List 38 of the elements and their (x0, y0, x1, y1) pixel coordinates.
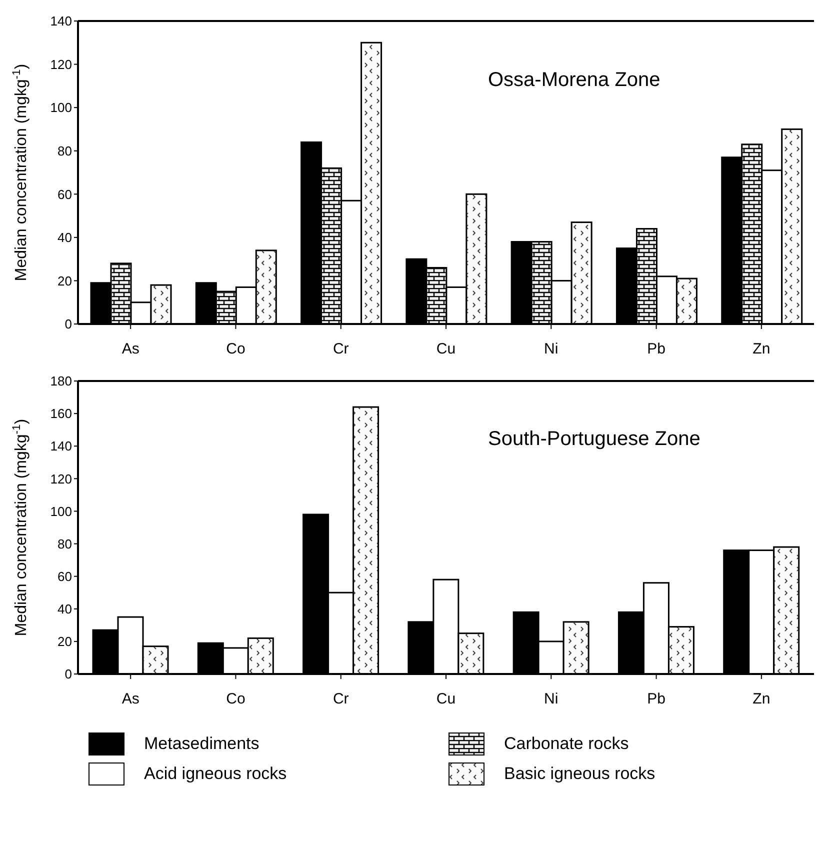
y-tick-label: 80 (58, 536, 72, 552)
y-tick-label: 0 (64, 316, 72, 332)
x-tick-label: Pb (647, 690, 666, 708)
y-tick-label: 20 (58, 634, 72, 650)
y-tick-label: 20 (58, 273, 72, 288)
x-tick-label: Ni (544, 340, 558, 358)
y-tick-label: 120 (50, 56, 72, 72)
y-tick-label: 60 (58, 186, 72, 202)
y-tick-label: 60 (58, 568, 72, 584)
x-tick-label: Co (226, 690, 246, 708)
y-tick-label: 120 (50, 471, 72, 486)
y-tick-label: 140 (50, 14, 72, 29)
y-tick-label: 100 (50, 100, 72, 116)
x-tick-label: Zn (752, 340, 770, 358)
x-tick-label: Cr (332, 340, 349, 358)
y-tick-label: 160 (50, 406, 72, 422)
x-tick-label: As (122, 690, 140, 708)
x-tick-label: Zn (752, 690, 770, 708)
y-tick-label: 100 (50, 504, 72, 519)
legend-label: Acid igneous rocks (144, 764, 287, 784)
y-tick-label: 80 (58, 143, 72, 158)
y-tick-label: 0 (64, 666, 72, 682)
legend-label: Metasediments (144, 734, 260, 754)
x-tick-label: As (122, 340, 140, 358)
x-tick-label: Cu (436, 690, 456, 708)
x-tick-label: Cu (436, 340, 456, 358)
y-tick-label: 40 (58, 602, 72, 617)
y-tick-label: 140 (50, 438, 72, 454)
x-tick-label: Ni (544, 690, 558, 708)
text: Ossa-Morena Zone (488, 69, 660, 92)
legend-label: Carbonate rocks (504, 734, 629, 754)
y-tick-label: 40 (58, 230, 72, 246)
x-tick-label: Co (226, 340, 246, 358)
text: South-Portuguese Zone (488, 428, 700, 450)
legend-label: Basic igneous rocks (504, 764, 656, 784)
x-tick-label: Cr (332, 690, 349, 708)
y-tick-label: 180 (50, 374, 72, 389)
x-tick-label: Pb (647, 340, 666, 358)
